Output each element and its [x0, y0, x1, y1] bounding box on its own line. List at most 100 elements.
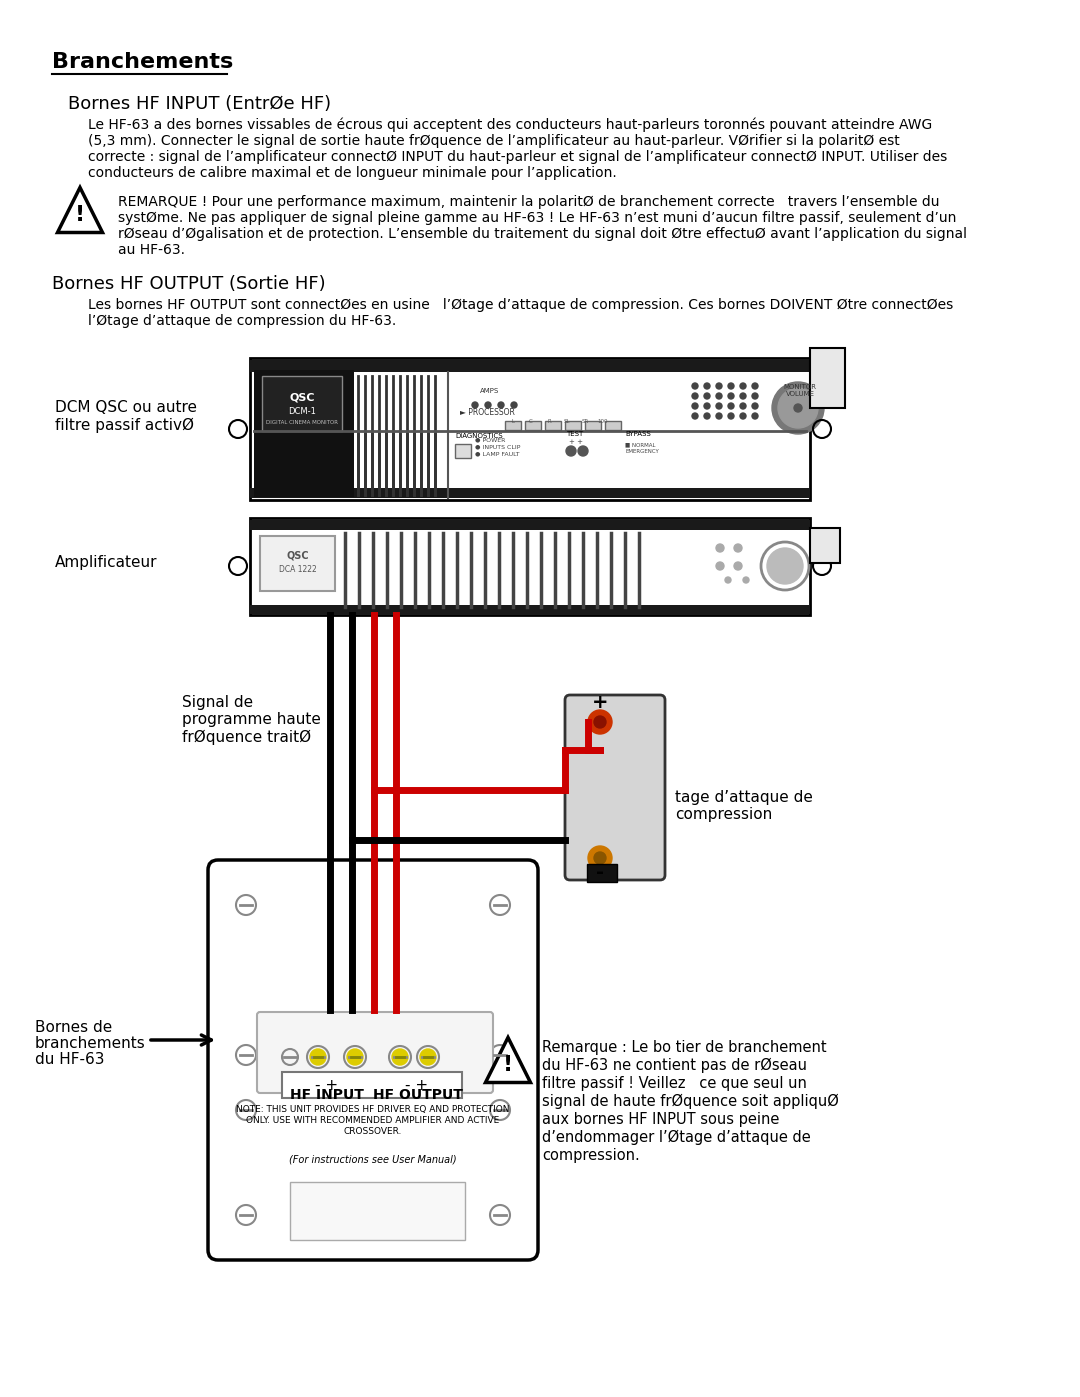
- Text: du HF-63: du HF-63: [35, 1052, 105, 1067]
- Bar: [545, 420, 561, 430]
- Text: d’endommager l’Øtage d’attaque de: d’endommager l’Øtage d’attaque de: [542, 1130, 811, 1146]
- Text: +: +: [592, 693, 608, 712]
- Circle shape: [716, 562, 724, 570]
- Circle shape: [716, 393, 723, 400]
- Circle shape: [734, 543, 742, 552]
- Text: l’Øtage d’attaque de compression du HF-63.: l’Øtage d’attaque de compression du HF-6…: [87, 314, 396, 328]
- Text: correcte : signal de l’amplificateur connectØ INPUT du haut-parleur et signal de: correcte : signal de l’amplificateur con…: [87, 149, 947, 163]
- Text: ● LAMP FAULT: ● LAMP FAULT: [475, 451, 519, 455]
- Circle shape: [704, 402, 710, 409]
- Text: Les bornes HF OUTPUT sont connectØes en usine   l’Øtage d’attaque de compression: Les bornes HF OUTPUT sont connectØes en …: [87, 298, 954, 312]
- Circle shape: [728, 402, 734, 409]
- Text: 100: 100: [597, 419, 608, 425]
- Text: ONLY. USE WITH RECOMMENDED AMPLIFIER AND ACTIVE: ONLY. USE WITH RECOMMENDED AMPLIFIER AND…: [246, 1116, 500, 1125]
- Circle shape: [692, 414, 698, 419]
- Polygon shape: [486, 1038, 530, 1083]
- Bar: [249, 520, 810, 529]
- Bar: [254, 370, 354, 497]
- Text: (For instructions see User Manual): (For instructions see User Manual): [289, 1155, 457, 1165]
- Circle shape: [472, 402, 478, 408]
- Text: QSC: QSC: [289, 393, 314, 402]
- Bar: [282, 1071, 462, 1098]
- Circle shape: [392, 1049, 408, 1065]
- FancyBboxPatch shape: [208, 861, 538, 1260]
- Text: SR: SR: [581, 419, 589, 425]
- FancyBboxPatch shape: [565, 694, 665, 880]
- Text: NOTE: THIS UNIT PROVIDES HF DRIVER EQ AND PROTECTION: NOTE: THIS UNIT PROVIDES HF DRIVER EQ AN…: [237, 1105, 510, 1113]
- Circle shape: [778, 388, 818, 427]
- Text: Branchements: Branchements: [52, 52, 233, 73]
- Bar: [249, 360, 810, 372]
- Circle shape: [692, 393, 698, 400]
- Circle shape: [704, 414, 710, 419]
- Circle shape: [740, 393, 746, 400]
- Text: Bornes de: Bornes de: [35, 1020, 112, 1035]
- Circle shape: [794, 404, 802, 412]
- Circle shape: [704, 393, 710, 400]
- Circle shape: [594, 717, 606, 728]
- Bar: [262, 376, 342, 432]
- Text: -L: -L: [511, 419, 515, 425]
- Circle shape: [692, 402, 698, 409]
- Circle shape: [752, 393, 758, 400]
- Circle shape: [578, 446, 588, 455]
- Circle shape: [740, 414, 746, 419]
- FancyBboxPatch shape: [257, 1011, 492, 1092]
- Circle shape: [310, 1049, 326, 1065]
- Circle shape: [716, 543, 724, 552]
- Circle shape: [594, 852, 606, 863]
- Text: HF INPUT: HF INPUT: [291, 1088, 364, 1102]
- Text: DCA 1222: DCA 1222: [279, 564, 316, 574]
- Bar: [525, 420, 541, 430]
- Circle shape: [588, 847, 612, 870]
- Text: au HF-63.: au HF-63.: [118, 243, 185, 257]
- Text: -: -: [596, 863, 604, 883]
- Circle shape: [740, 402, 746, 409]
- Bar: [249, 518, 810, 615]
- Text: ● POWER: ● POWER: [475, 437, 505, 441]
- Text: DIAGNOSTICS: DIAGNOSTICS: [455, 433, 502, 439]
- Bar: [249, 488, 810, 497]
- Text: -C: -C: [528, 419, 534, 425]
- Bar: [605, 420, 621, 430]
- Text: + +: + +: [569, 439, 583, 446]
- Circle shape: [743, 577, 750, 583]
- Circle shape: [752, 402, 758, 409]
- Bar: [810, 348, 845, 408]
- Text: conducteurs de calibre maximal et de longueur minimale pour l’application.: conducteurs de calibre maximal et de lon…: [87, 166, 617, 180]
- Circle shape: [566, 446, 576, 455]
- Circle shape: [716, 414, 723, 419]
- Text: Le HF-63 a des bornes vissables de écrous qui acceptent des conducteurs haut-par: Le HF-63 a des bornes vissables de écrou…: [87, 117, 932, 133]
- Text: ● INPUTS CLIP: ● INPUTS CLIP: [475, 444, 521, 448]
- Circle shape: [752, 414, 758, 419]
- Text: !: !: [503, 1055, 513, 1076]
- Text: QSC: QSC: [286, 550, 309, 562]
- Bar: [249, 605, 810, 615]
- Polygon shape: [57, 187, 103, 232]
- Circle shape: [588, 710, 612, 733]
- Circle shape: [728, 383, 734, 388]
- Circle shape: [772, 381, 824, 434]
- Text: signal de haute frØquence soit appliquØ: signal de haute frØquence soit appliquØ: [542, 1094, 839, 1109]
- Text: - +: - +: [315, 1077, 338, 1092]
- Text: compression.: compression.: [542, 1148, 639, 1162]
- Text: ► PROCESSOR: ► PROCESSOR: [460, 408, 515, 416]
- Text: R: R: [548, 419, 551, 425]
- Circle shape: [728, 414, 734, 419]
- Text: DCM QSC ou autre
filtre passif activØ: DCM QSC ou autre filtre passif activØ: [55, 400, 197, 433]
- Text: Signal de
programme haute
frØquence traitØ: Signal de programme haute frØquence trai…: [183, 694, 321, 745]
- Text: ■ NORMAL: ■ NORMAL: [625, 441, 656, 447]
- Text: systØme. Ne pas appliquer de signal pleine gamme au HF-63 ! Le HF-63 n’est muni : systØme. Ne pas appliquer de signal plei…: [118, 211, 957, 225]
- Text: SL: SL: [564, 419, 570, 425]
- Text: du HF-63 ne contient pas de rØseau: du HF-63 ne contient pas de rØseau: [542, 1058, 807, 1073]
- Text: DCM-1: DCM-1: [288, 407, 316, 415]
- Circle shape: [767, 548, 804, 584]
- Text: rØseau d’Øgalisation et de protection. L’ensemble du traitement du signal doit Ø: rØseau d’Øgalisation et de protection. L…: [118, 226, 967, 242]
- Text: Amplificateur: Amplificateur: [55, 555, 158, 570]
- Text: Bornes HF OUTPUT (Sortie HF): Bornes HF OUTPUT (Sortie HF): [52, 275, 326, 293]
- Text: REMARQUE ! Pour une performance maximum, maintenir la polaritØ de branchement co: REMARQUE ! Pour une performance maximum,…: [118, 196, 940, 210]
- Circle shape: [716, 402, 723, 409]
- Text: Remarque : Le bo tier de branchement: Remarque : Le bo tier de branchement: [542, 1039, 826, 1055]
- Text: EMERGENCY: EMERGENCY: [625, 448, 659, 454]
- Bar: [588, 863, 617, 882]
